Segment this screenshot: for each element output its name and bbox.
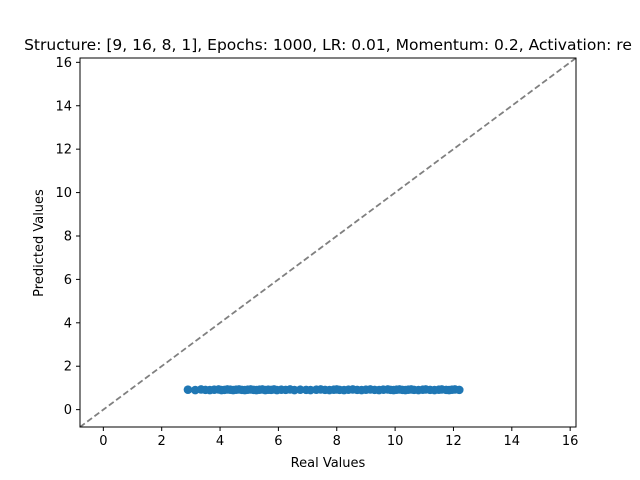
y-tick-label: 2: [64, 360, 72, 375]
y-tick-label: 4: [64, 316, 72, 331]
y-tick-label: 10: [55, 186, 72, 201]
x-axis-label: Real Values: [291, 456, 366, 471]
chart-title: Structure: [9, 16, 8, 1], Epochs: 1000, …: [24, 36, 632, 54]
ideal-fit-line: [80, 58, 576, 427]
x-tick-label: 6: [274, 434, 282, 449]
reference-line-layer: [80, 58, 576, 427]
axis-ticks: 0 2 4 6 8 10 12 14 16 0 2 4 6 8 10 12 14 16: [55, 56, 578, 449]
y-tick-label: 8: [64, 229, 72, 244]
y-tick-label: 12: [55, 143, 72, 158]
data-points-layer: [183, 385, 464, 395]
y-tick-label: 16: [55, 56, 72, 71]
x-tick-label: 2: [158, 434, 166, 449]
plot-frame: [79, 57, 577, 428]
y-tick-label: 6: [64, 273, 72, 288]
data-point: [183, 385, 193, 394]
data-point: [454, 385, 464, 395]
x-tick-label: 4: [216, 434, 224, 449]
x-tick-label: 0: [99, 434, 107, 449]
y-tick-label: 14: [55, 99, 72, 114]
y-tick-label: 0: [64, 403, 72, 418]
x-tick-label: 12: [445, 434, 462, 449]
x-tick-label: 16: [562, 434, 579, 449]
x-tick-label: 8: [333, 434, 341, 449]
x-tick-label: 14: [504, 434, 521, 449]
y-axis-label: Predicted Values: [32, 189, 47, 297]
x-tick-label: 10: [387, 434, 404, 449]
